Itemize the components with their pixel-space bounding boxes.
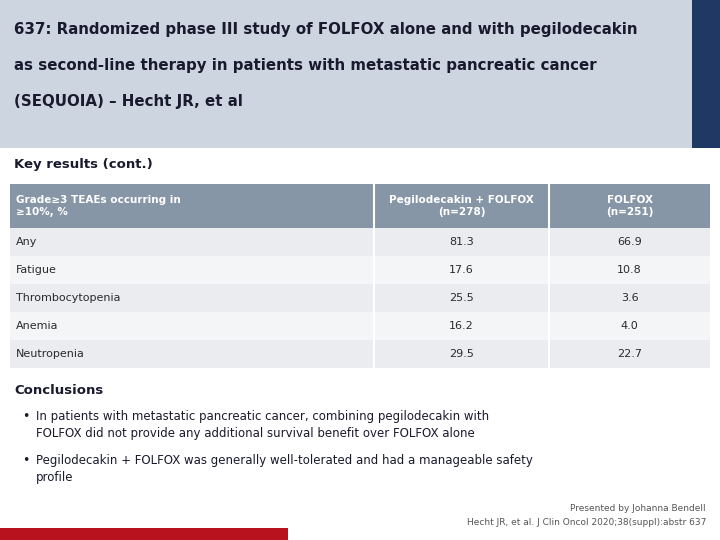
- Text: FOLFOX
(n=251): FOLFOX (n=251): [606, 195, 653, 217]
- Text: 3.6: 3.6: [621, 293, 639, 303]
- Text: Any: Any: [16, 237, 37, 247]
- Text: 81.3: 81.3: [449, 237, 474, 247]
- Text: Key results (cont.): Key results (cont.): [14, 158, 153, 171]
- Bar: [0, 0, 720, 148]
- Text: 29.5: 29.5: [449, 349, 474, 359]
- Text: •: •: [22, 454, 30, 467]
- Text: Grade≥3 TEAEs occurring in
≥10%, %: Grade≥3 TEAEs occurring in ≥10%, %: [16, 195, 181, 217]
- Text: (SEQUOIA) – Hecht JR, et al: (SEQUOIA) – Hecht JR, et al: [14, 94, 243, 109]
- Text: In patients with metastatic pancreatic cancer, combining pegilodecakin with
FOLF: In patients with metastatic pancreatic c…: [36, 410, 489, 441]
- Text: Anemia: Anemia: [16, 321, 58, 331]
- Bar: [10, 312, 710, 340]
- Text: 25.5: 25.5: [449, 293, 474, 303]
- Text: 66.9: 66.9: [617, 237, 642, 247]
- Text: Presented by Johanna Bendell: Presented by Johanna Bendell: [570, 504, 706, 513]
- Text: 637: Randomized phase III study of FOLFOX alone and with pegilodecakin: 637: Randomized phase III study of FOLFO…: [14, 22, 637, 37]
- Text: Conclusions: Conclusions: [14, 384, 103, 397]
- Text: Pegilodecakin + FOLFOX
(n=278): Pegilodecakin + FOLFOX (n=278): [389, 195, 534, 217]
- Text: Fatigue: Fatigue: [16, 265, 57, 275]
- Text: 10.8: 10.8: [617, 265, 642, 275]
- Text: Thrombocytopenia: Thrombocytopenia: [16, 293, 120, 303]
- Text: 4.0: 4.0: [621, 321, 639, 331]
- Bar: [10, 256, 710, 284]
- Bar: [10, 228, 710, 256]
- Bar: [10, 340, 710, 368]
- Text: 22.7: 22.7: [617, 349, 642, 359]
- Text: Hecht JR, et al. J Clin Oncol 2020;38(suppl):abstr 637: Hecht JR, et al. J Clin Oncol 2020;38(su…: [467, 518, 706, 527]
- Bar: [0, 528, 288, 540]
- Text: Neutropenia: Neutropenia: [16, 349, 85, 359]
- Text: •: •: [22, 410, 30, 423]
- Text: 17.6: 17.6: [449, 265, 474, 275]
- Bar: [10, 284, 710, 312]
- Bar: [692, 0, 720, 148]
- Text: as second-line therapy in patients with metastatic pancreatic cancer: as second-line therapy in patients with …: [14, 58, 597, 73]
- Bar: [10, 184, 710, 228]
- Text: 16.2: 16.2: [449, 321, 474, 331]
- Text: Pegilodecakin + FOLFOX was generally well-tolerated and had a manageable safety
: Pegilodecakin + FOLFOX was generally wel…: [36, 454, 533, 484]
